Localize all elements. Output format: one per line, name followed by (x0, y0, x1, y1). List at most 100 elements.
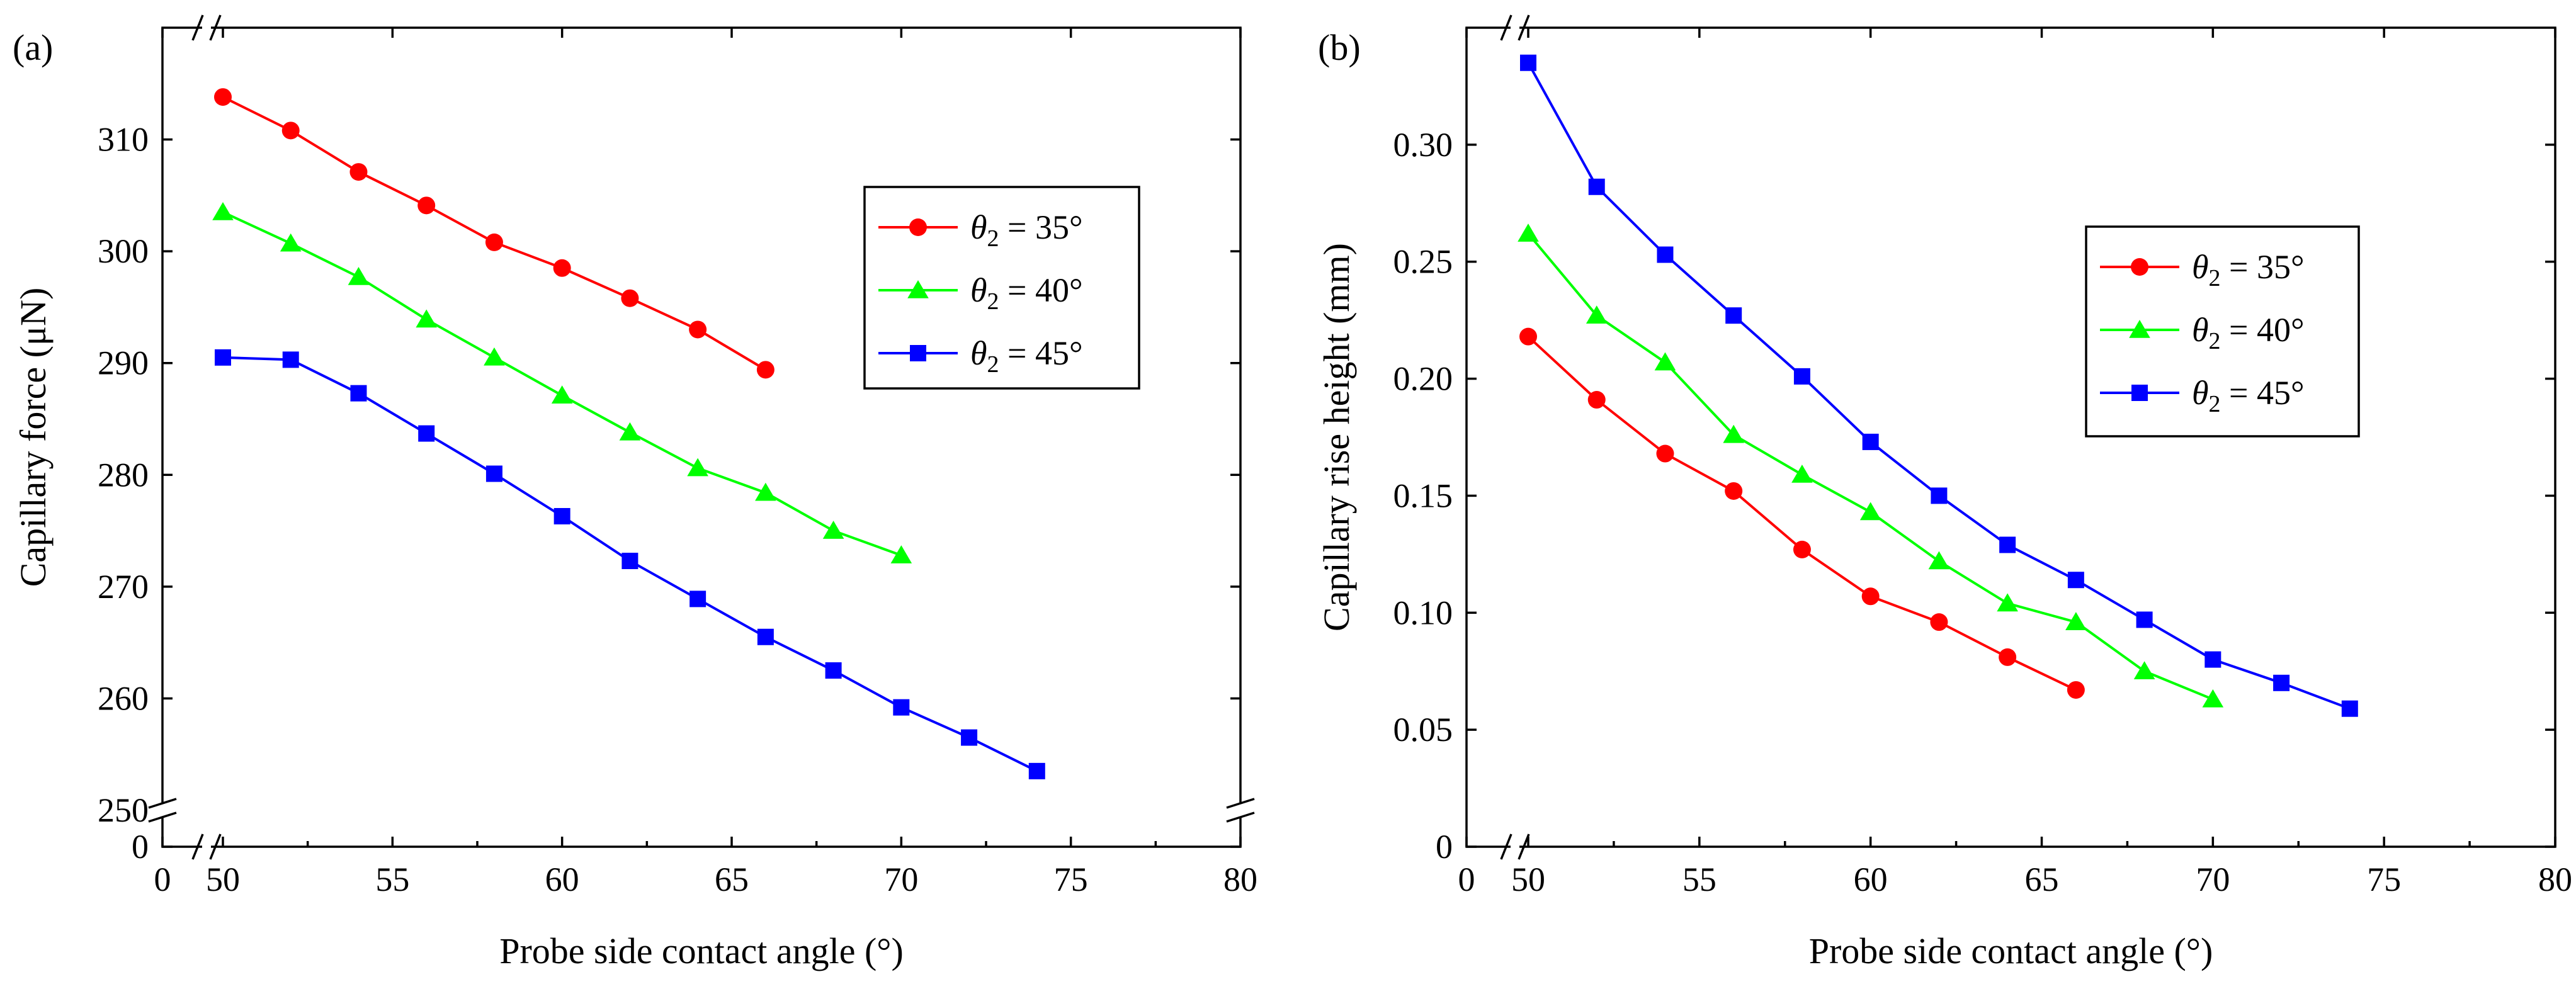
legend-marker (910, 345, 926, 361)
data-point (1930, 613, 1948, 631)
legend-marker (909, 218, 927, 236)
legend-label: θ2 = 45° (2192, 374, 2305, 417)
y-tick-label: 0.05 (1393, 711, 1453, 749)
data-point (1520, 54, 1536, 71)
y-break-mark (148, 811, 177, 823)
series-circle (214, 88, 775, 379)
x-break-mark-top (191, 14, 204, 41)
plot-frame (161, 26, 1242, 848)
x-break-gap (202, 834, 211, 859)
x-tick-label: 55 (1682, 861, 1716, 898)
series-line (1527, 336, 2077, 691)
data-point (1723, 424, 1744, 443)
legend-equals: = (2221, 248, 2257, 286)
data-point (825, 662, 842, 679)
x-break-mark-top (209, 14, 222, 41)
x-tick-label: 50 (206, 861, 240, 898)
legend-subscript: 2 (2209, 265, 2221, 291)
y-tick-label: 0.30 (1393, 126, 1453, 164)
x-break-mark (1518, 834, 1530, 860)
x-tick-label: 75 (2367, 861, 2401, 898)
legend-symbol: θ (970, 271, 987, 309)
legend-subscript: 2 (987, 351, 999, 378)
legend-subscript: 2 (987, 225, 999, 252)
legend: θ2 = 35°θ2 = 40°θ2 = 45° (863, 186, 1140, 390)
x-break-mark-top (1500, 14, 1512, 41)
legend-symbol: θ (970, 208, 987, 246)
legend-item: θ2 = 35° (878, 208, 1083, 252)
y-tick-label: 270 (98, 568, 149, 606)
x-tick-label: 70 (884, 861, 918, 898)
data-point (350, 385, 367, 402)
data-point (348, 266, 370, 285)
data-point (1725, 482, 1743, 500)
data-point (2133, 661, 2155, 680)
data-point (1028, 762, 1045, 779)
legend-label: θ2 = 45° (970, 334, 1083, 378)
legend-symbol: θ (2192, 311, 2209, 349)
y-tick-label: 290 (98, 344, 149, 382)
data-point (893, 699, 910, 716)
data-point (280, 233, 302, 252)
data-point (212, 201, 234, 220)
legend-subscript: 2 (2209, 328, 2221, 354)
legend-marker (907, 280, 929, 298)
data-point (1588, 178, 1605, 195)
y-tick-label: 300 (98, 232, 149, 270)
legend-equals: = (2221, 374, 2257, 412)
legend-value: 40° (1035, 271, 1083, 309)
y-tick-label: 0 (1436, 828, 1453, 866)
legend-subscript: 2 (987, 288, 999, 315)
data-point (1654, 352, 1676, 371)
x-tick-label: 60 (1854, 861, 1888, 898)
y-axis-title: Capillary rise height (mm) (1316, 243, 1357, 631)
x-tick-label: 65 (715, 861, 749, 898)
data-point (619, 422, 641, 441)
series-triangle (1518, 223, 2224, 708)
data-point (1793, 540, 1811, 558)
legend-value: 35° (2257, 248, 2305, 286)
legend-item: θ2 = 45° (2100, 374, 2305, 417)
data-point (1725, 307, 1742, 324)
legend-value: 40° (2257, 311, 2305, 349)
data-point (1999, 648, 2017, 666)
y-tick-label: 250 (98, 791, 149, 829)
data-point (1859, 502, 1881, 521)
x-tick-label: 65 (2025, 861, 2059, 898)
x-break-mark (1500, 834, 1512, 860)
y-tick-label: 0.20 (1393, 360, 1453, 398)
x-tick-label: 60 (545, 861, 579, 898)
data-point (2136, 611, 2153, 628)
legend-label: θ2 = 40° (2192, 311, 2305, 354)
x-break-gap (1511, 834, 1519, 859)
x-break-gap-top (202, 15, 211, 40)
legend-equals: = (999, 271, 1035, 309)
data-point (687, 458, 708, 477)
legend-value: 45° (1035, 334, 1083, 372)
data-point (1657, 246, 1674, 263)
data-point (282, 351, 299, 368)
legend-label: θ2 = 35° (2192, 248, 2305, 291)
data-point (756, 361, 775, 379)
legend-item: θ2 = 45° (878, 334, 1083, 378)
data-point (417, 196, 436, 215)
x-tick-label: 50 (1511, 861, 1545, 898)
y-break-mark (148, 798, 177, 809)
series-square (215, 349, 1045, 779)
data-point (1791, 464, 1813, 483)
plot-frame (1465, 26, 2556, 848)
y-tick-label: 0.10 (1393, 594, 1453, 631)
legend-value: 35° (1035, 208, 1083, 246)
data-point (755, 482, 776, 501)
y-tick-label: 260 (98, 679, 149, 717)
x-break-gap-top (1511, 15, 1519, 40)
data-point (553, 259, 571, 277)
y-axis-title: Capillary force (μN) (13, 288, 54, 587)
legend-marker (2131, 258, 2148, 276)
data-point (214, 88, 232, 106)
data-point (2067, 681, 2085, 699)
data-point (553, 507, 570, 524)
data-point (1586, 305, 1608, 324)
